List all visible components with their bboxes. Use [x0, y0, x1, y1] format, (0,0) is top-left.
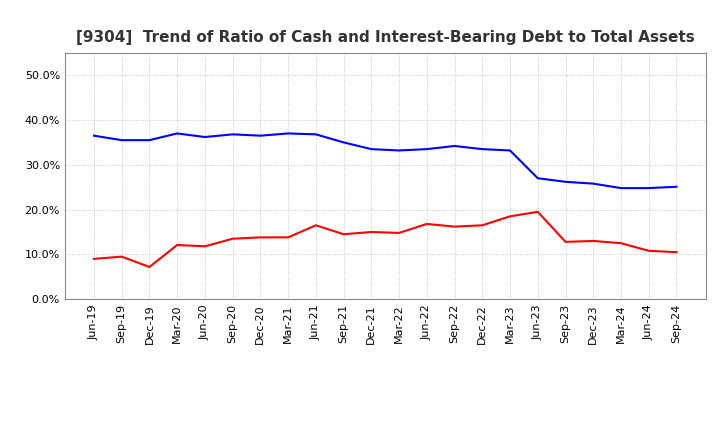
Cash [256, 235, 265, 240]
Cash [395, 230, 403, 235]
Cash [173, 242, 181, 248]
Interest-Bearing Debt [505, 148, 514, 153]
Interest-Bearing Debt [117, 138, 126, 143]
Cash [534, 209, 542, 214]
Cash [89, 256, 98, 261]
Interest-Bearing Debt [367, 147, 376, 152]
Interest-Bearing Debt [616, 185, 625, 191]
Line: Cash: Cash [94, 212, 677, 267]
Cash [145, 264, 154, 270]
Interest-Bearing Debt [256, 133, 265, 138]
Cash [450, 224, 459, 229]
Interest-Bearing Debt [312, 132, 320, 137]
Title: [9304]  Trend of Ratio of Cash and Interest-Bearing Debt to Total Assets: [9304] Trend of Ratio of Cash and Intere… [76, 29, 695, 45]
Interest-Bearing Debt [644, 185, 653, 191]
Interest-Bearing Debt [339, 140, 348, 145]
Cash [561, 239, 570, 245]
Cash [367, 229, 376, 235]
Interest-Bearing Debt [145, 138, 154, 143]
Line: Interest-Bearing Debt: Interest-Bearing Debt [94, 133, 677, 188]
Cash [423, 221, 431, 227]
Interest-Bearing Debt [201, 134, 210, 139]
Cash [312, 223, 320, 228]
Interest-Bearing Debt [423, 147, 431, 152]
Cash [478, 223, 487, 228]
Cash [644, 248, 653, 253]
Cash [672, 249, 681, 255]
Interest-Bearing Debt [561, 179, 570, 184]
Interest-Bearing Debt [173, 131, 181, 136]
Interest-Bearing Debt [89, 133, 98, 138]
Interest-Bearing Debt [228, 132, 237, 137]
Cash [201, 244, 210, 249]
Interest-Bearing Debt [478, 147, 487, 152]
Cash [284, 235, 292, 240]
Cash [589, 238, 598, 244]
Interest-Bearing Debt [672, 184, 681, 189]
Cash [505, 214, 514, 219]
Interest-Bearing Debt [395, 148, 403, 153]
Interest-Bearing Debt [589, 181, 598, 186]
Cash [616, 241, 625, 246]
Interest-Bearing Debt [284, 131, 292, 136]
Interest-Bearing Debt [450, 143, 459, 149]
Cash [117, 254, 126, 259]
Cash [339, 231, 348, 237]
Cash [228, 236, 237, 242]
Interest-Bearing Debt [534, 176, 542, 181]
